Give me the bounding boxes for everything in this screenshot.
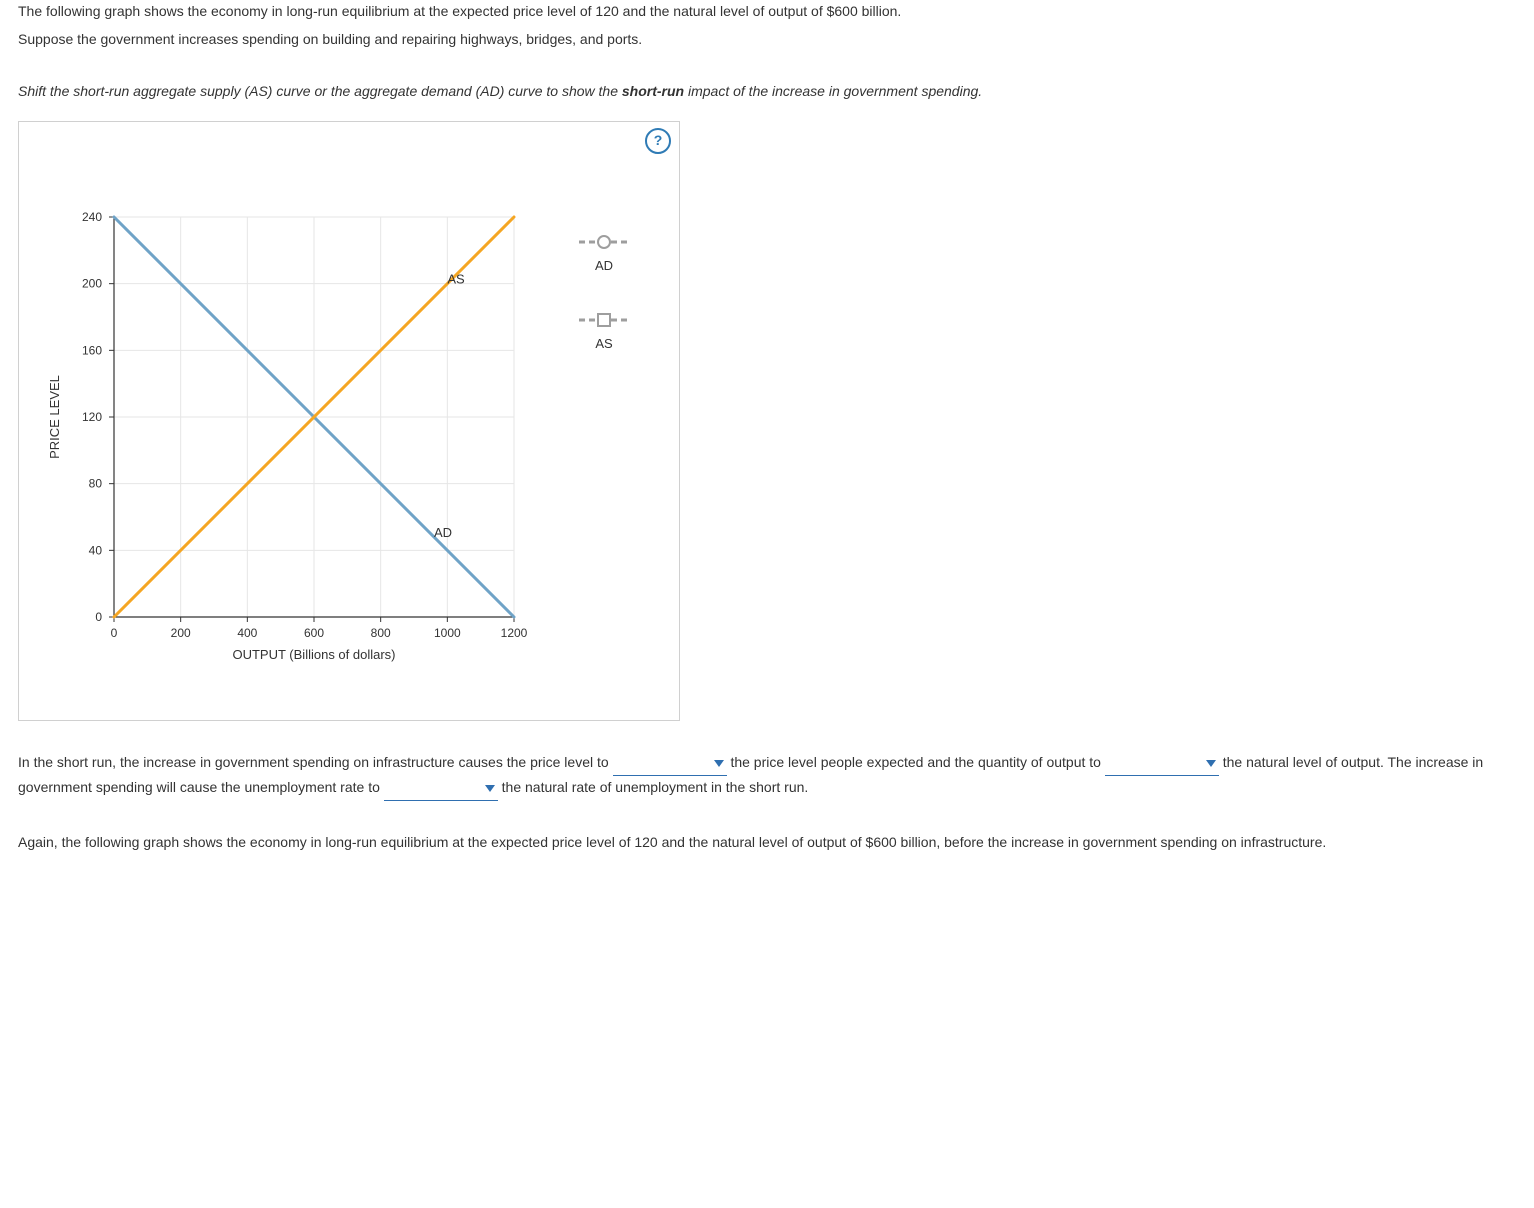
ad-curve-label: AD: [434, 525, 452, 540]
x-tick-label: 200: [171, 626, 191, 640]
chart-container: ? 02004006008001000120004080120160200240…: [18, 121, 680, 721]
x-axis-label: OUTPUT (Billions of dollars): [232, 647, 395, 662]
x-tick-label: 1200: [501, 626, 528, 640]
dropdown-output[interactable]: [1105, 751, 1219, 776]
legend-marker-as[interactable]: [598, 314, 610, 326]
instr-seg-b-bold: short-run: [622, 83, 684, 99]
legend-label-as: AS: [595, 336, 613, 351]
instr-seg-a: Shift the short-run aggregate supply (AS…: [18, 83, 622, 99]
x-tick-label: 0: [111, 626, 118, 640]
x-tick-label: 800: [371, 626, 391, 640]
intro-para-2: Suppose the government increases spendin…: [18, 28, 1516, 52]
y-tick-label: 120: [82, 410, 102, 424]
instr-seg-c: impact of the increase in government spe…: [684, 83, 982, 99]
x-tick-label: 600: [304, 626, 324, 640]
x-tick-label: 1000: [434, 626, 461, 640]
fill-seg-1: In the short run, the increase in govern…: [18, 754, 613, 770]
y-tick-label: 0: [95, 610, 102, 624]
intro-para-1: The following graph shows the economy in…: [18, 0, 1516, 24]
closing-para: Again, the following graph shows the eco…: [18, 831, 1516, 855]
y-axis-label: PRICE LEVEL: [47, 375, 62, 459]
x-tick-label: 400: [237, 626, 257, 640]
caret-down-icon: [1205, 758, 1217, 768]
instruction-para: Shift the short-run aggregate supply (AS…: [18, 80, 1516, 104]
legend-marker-ad[interactable]: [598, 236, 610, 248]
y-tick-label: 40: [89, 544, 103, 558]
dropdown-price-level[interactable]: [613, 751, 727, 776]
caret-down-icon: [713, 758, 725, 768]
legend-label-ad: AD: [595, 258, 613, 273]
y-tick-label: 240: [82, 210, 102, 224]
y-tick-label: 80: [89, 477, 103, 491]
as-curve-label: AS: [447, 272, 465, 287]
asad-chart[interactable]: 0 200 400 600 800 1000 1200 0 40 80 120 160 200 240 OU…: [19, 122, 679, 712]
fill-seg-2: the price level people expected and the …: [730, 754, 1104, 770]
dropdown-unemployment[interactable]: [384, 776, 498, 801]
caret-down-icon: [484, 783, 496, 793]
fill-in-para: In the short run, the increase in govern…: [18, 751, 1516, 801]
y-tick-label: 200: [82, 277, 102, 291]
fill-seg-4: the natural rate of unemployment in the …: [502, 779, 809, 795]
y-tick-label: 160: [82, 344, 102, 358]
